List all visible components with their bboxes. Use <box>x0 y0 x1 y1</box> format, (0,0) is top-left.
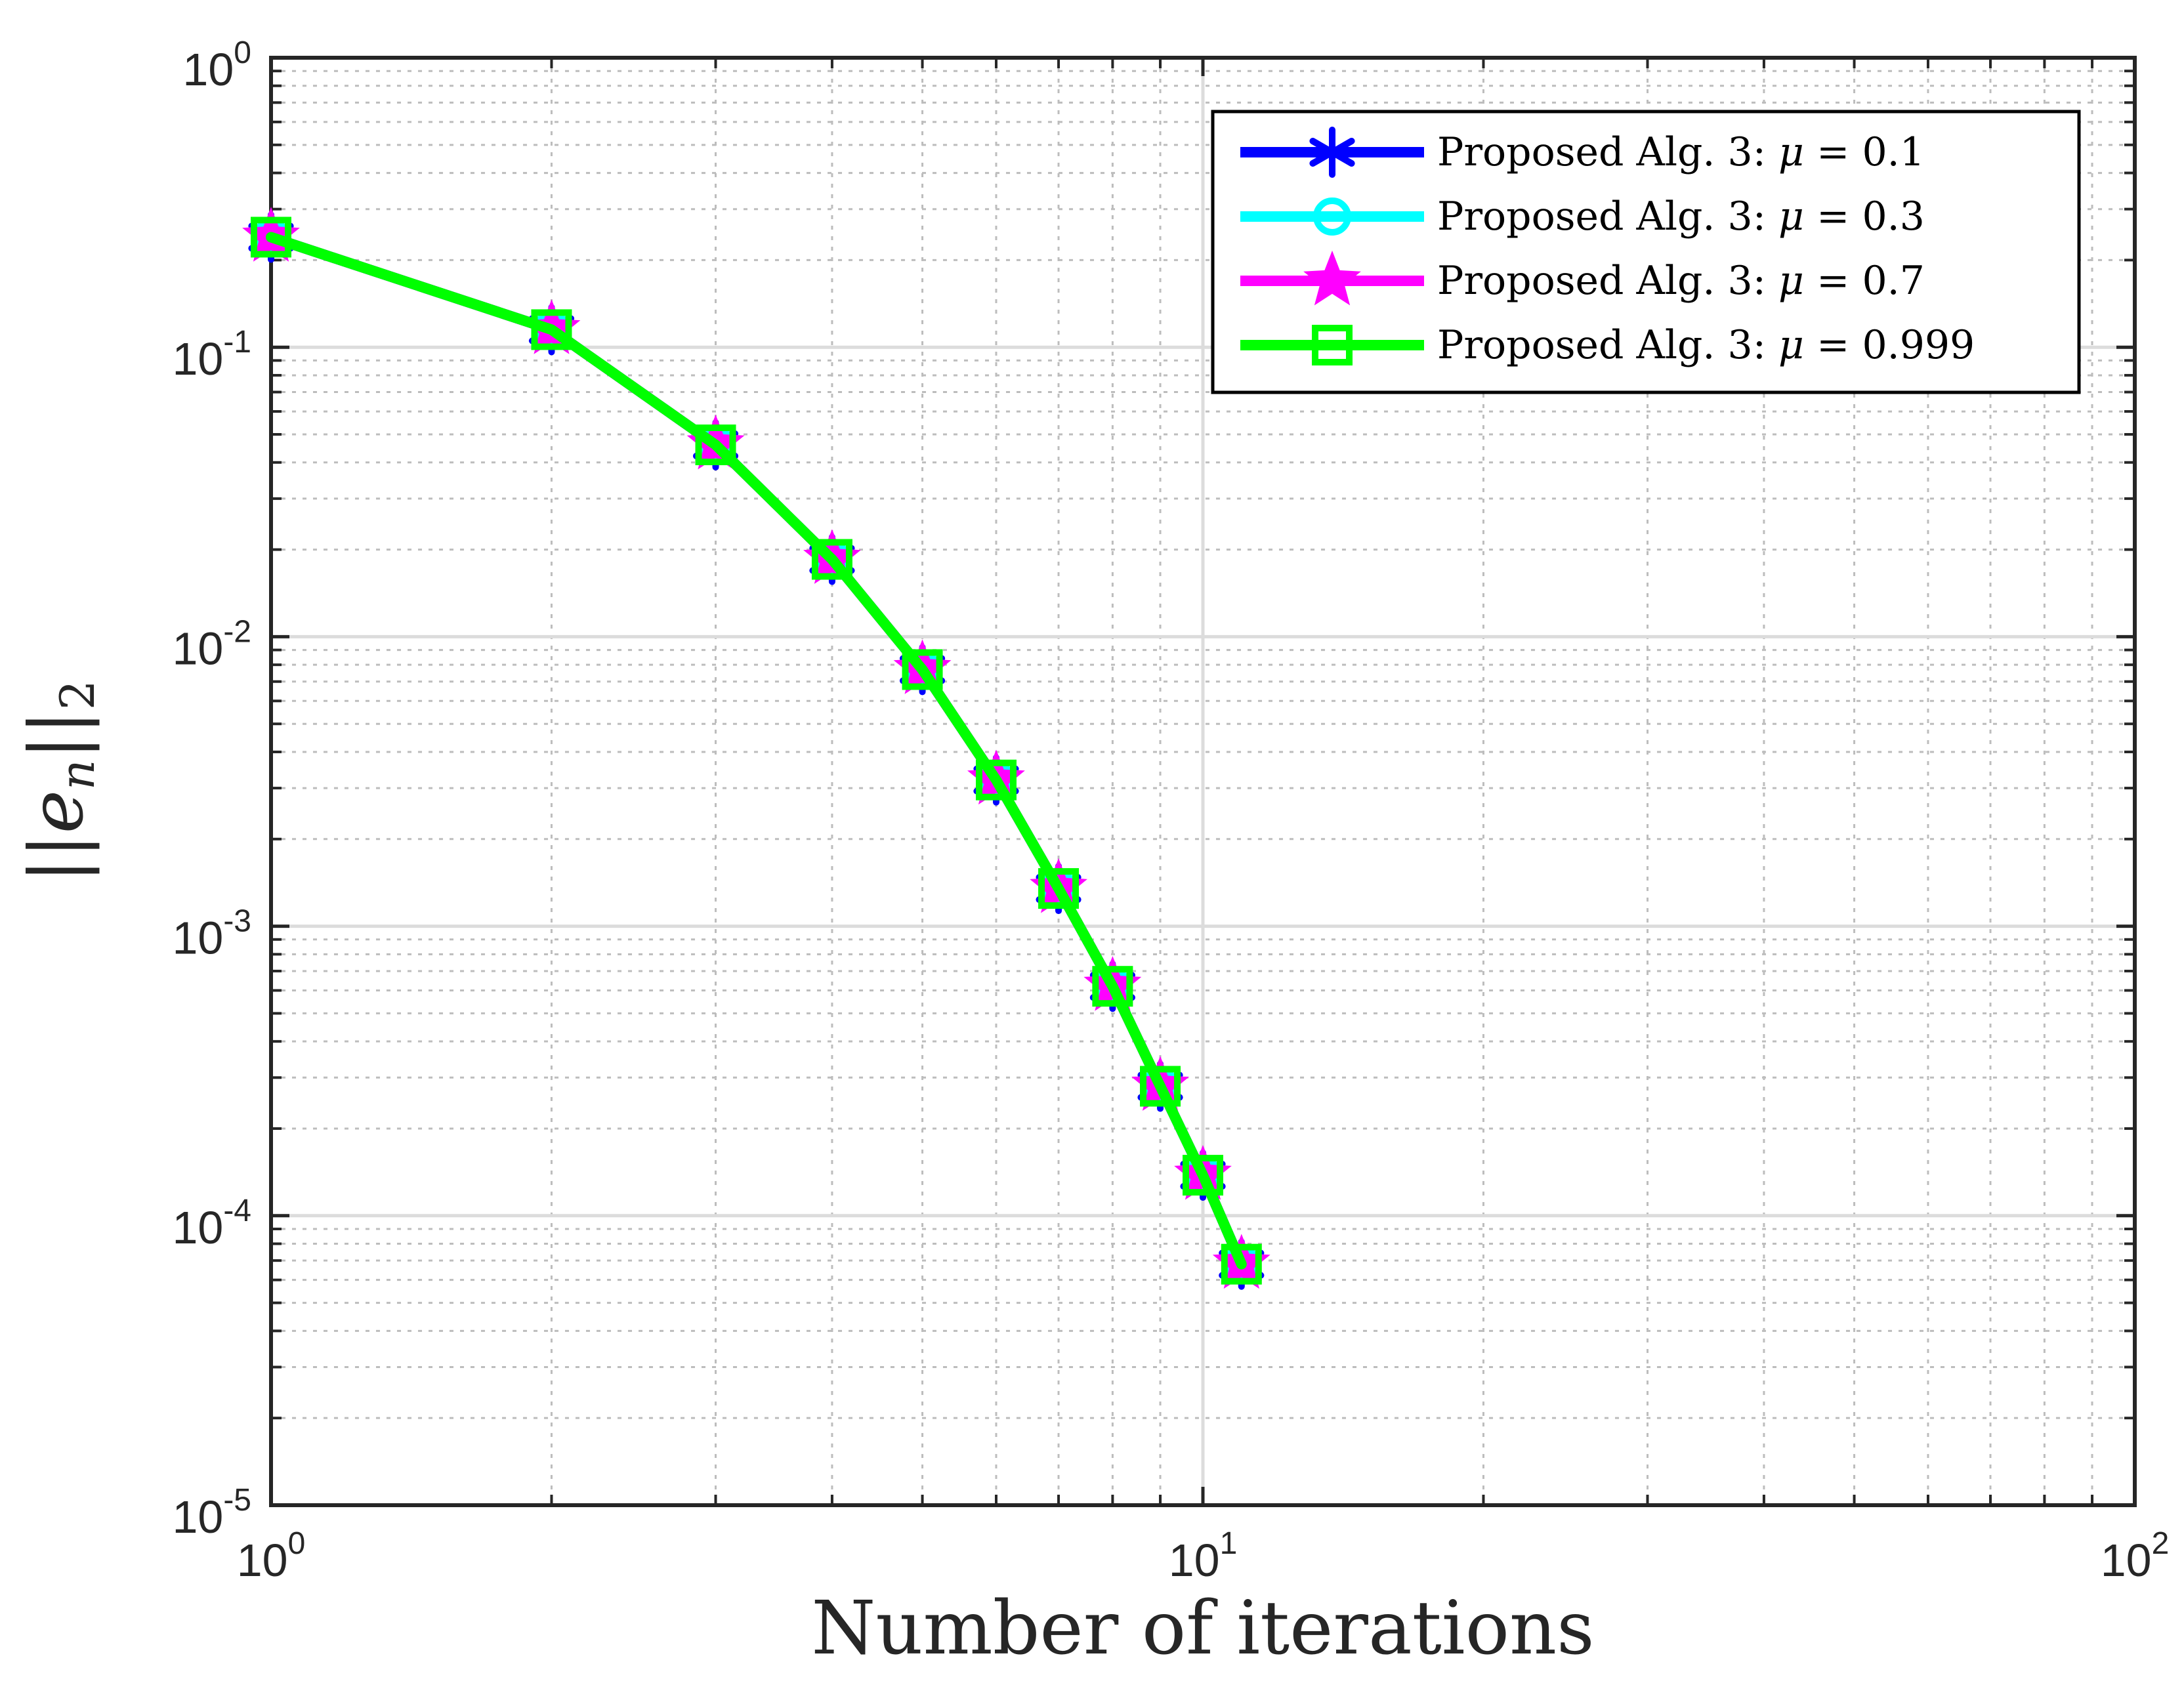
legend-label-name: Proposed Alg. 3: <box>1437 194 1778 239</box>
x-tick-label-base: 10 <box>237 1535 288 1586</box>
y-axis-title-subscript: n <box>50 760 105 790</box>
data-point-square <box>695 424 736 465</box>
y-tick-label-base: 10 <box>182 44 234 95</box>
y-tick-label: 10-1 <box>172 325 251 384</box>
data-point-square <box>975 759 1017 800</box>
y-tick-label: 10-5 <box>172 1483 251 1543</box>
y-tick-label-exp: -3 <box>223 904 251 939</box>
legend-label: Proposed Alg. 3: μ = 0.3 <box>1437 194 1925 239</box>
y-tick-label-base: 10 <box>172 913 223 964</box>
series-line <box>266 232 1247 1270</box>
legend-label-value: = 0.1 <box>1804 129 1925 175</box>
x-tick-label: 100 <box>237 1526 306 1586</box>
x-tick-label-base: 10 <box>1169 1535 1220 1586</box>
x-tick-label-exp: 2 <box>2152 1526 2170 1561</box>
x-tick-label: 101 <box>1169 1526 1238 1586</box>
y-axis-title-outer-subscript: 2 <box>50 680 105 710</box>
data-point-square <box>1140 1066 1181 1107</box>
legend-entry: Proposed Alg. 3: μ = 0.7 <box>1240 250 1925 306</box>
legend-label: Proposed Alg. 3: μ = 0.1 <box>1437 129 1925 175</box>
data-point-square <box>1038 868 1080 909</box>
legend-label-name: Proposed Alg. 3: <box>1437 129 1778 175</box>
legend-entry: Proposed Alg. 3: μ = 0.1 <box>1240 127 1925 178</box>
y-tick-label: 10-3 <box>172 904 251 964</box>
legend-marker-asterisk <box>1309 127 1355 178</box>
legend-marker-star <box>1303 250 1361 306</box>
data-point-square <box>251 217 291 258</box>
data-point-square <box>1092 966 1133 1007</box>
y-axis-title-bars-right: || <box>14 710 100 759</box>
y-tick-label-exp: -4 <box>223 1194 251 1228</box>
data-point-square <box>811 539 852 580</box>
y-tick-label-exp: -5 <box>223 1483 251 1518</box>
legend-label: Proposed Alg. 3: μ = 0.7 <box>1437 258 1925 304</box>
legend-entry: Proposed Alg. 3: μ = 0.3 <box>1240 194 1925 239</box>
svg-text:||en||2: ||en||2 <box>14 680 105 883</box>
legend-label-mu: μ <box>1778 129 1804 175</box>
x-axis-title: Number of iterations <box>811 1586 1594 1671</box>
series-square <box>251 217 1262 1285</box>
data-point-square <box>531 309 572 350</box>
legend-label-name: Proposed Alg. 3: <box>1437 322 1778 368</box>
y-axis-title: ||en||2 <box>14 680 105 883</box>
data-point-square <box>902 649 943 690</box>
y-tick-label: 10-2 <box>172 614 251 674</box>
y-axis-title-bars-left: || <box>14 833 100 883</box>
x-tick-labels: 100 101 102 <box>237 1526 2170 1586</box>
y-tick-label-exp: -1 <box>223 325 251 360</box>
legend-label-mu: μ <box>1778 258 1804 304</box>
x-tick-label-exp: 1 <box>1220 1526 1238 1561</box>
legend-label-name: Proposed Alg. 3: <box>1437 258 1778 304</box>
y-tick-label-exp: -2 <box>223 614 251 649</box>
legend-marker-square <box>1312 325 1353 365</box>
legend-label-value: = 0.999 <box>1804 322 1975 368</box>
series-layer <box>242 207 1270 1290</box>
y-tick-label-base: 10 <box>172 623 223 674</box>
legend-label-value: = 0.7 <box>1804 258 1925 304</box>
legend-label-value: = 0.3 <box>1804 194 1925 239</box>
x-tick-label-exp: 0 <box>288 1526 306 1561</box>
legend-marker-asterisk-stroke <box>1309 138 1355 167</box>
y-tick-label-base: 10 <box>172 333 223 384</box>
legend-entry: Proposed Alg. 3: μ = 0.999 <box>1240 322 1975 368</box>
y-tick-label: 10-4 <box>172 1194 251 1253</box>
data-point-square <box>1183 1155 1223 1196</box>
x-tick-label-base: 10 <box>2101 1535 2152 1586</box>
axis-ticks <box>269 56 2137 1507</box>
data-point-square <box>1221 1243 1262 1285</box>
y-tick-label-base: 10 <box>172 1202 223 1253</box>
y-tick-label: 100 <box>182 35 251 95</box>
y-tick-label-base: 10 <box>172 1491 223 1543</box>
legend-label: Proposed Alg. 3: μ = 0.999 <box>1437 322 1975 368</box>
y-tick-label-exp: 0 <box>234 35 251 70</box>
legend-label-mu: μ <box>1778 194 1804 239</box>
y-axis-title-base: e <box>14 790 100 833</box>
legend-label-mu: μ <box>1778 322 1804 368</box>
legend-marker-circle <box>1313 197 1351 236</box>
x-tick-label: 102 <box>2101 1526 2170 1586</box>
